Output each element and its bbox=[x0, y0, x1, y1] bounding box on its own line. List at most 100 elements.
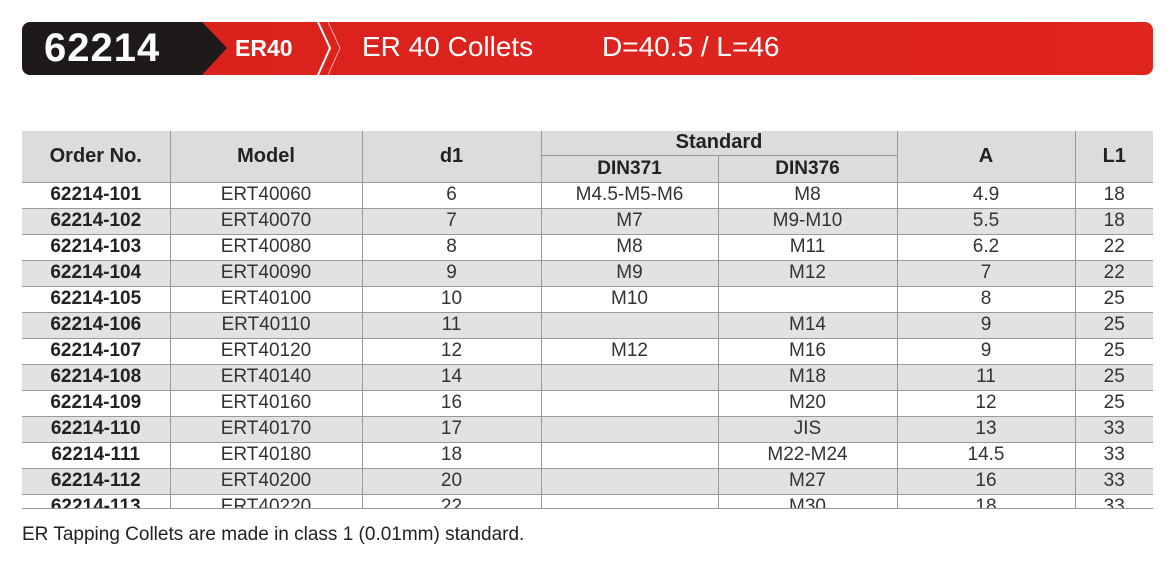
title-banner: 62214 ER40 ER 40 Collets D=40.5 / L=46 bbox=[22, 22, 1153, 75]
cell-l1: 33 bbox=[1074, 441, 1153, 468]
cell-model: ERT40100 bbox=[169, 285, 362, 312]
table-row: 62214-113 ERT40220 22 M30 18 33 bbox=[22, 493, 1153, 508]
cell-l1: 33 bbox=[1074, 493, 1153, 508]
cell-order-no: 62214-108 bbox=[22, 363, 170, 390]
col-standard: Standard bbox=[540, 131, 897, 155]
cell-din376: M9-M10 bbox=[717, 207, 897, 234]
col-model: Model bbox=[169, 131, 362, 182]
cell-model: ERT40110 bbox=[169, 311, 362, 338]
col-din371: DIN371 bbox=[540, 154, 718, 182]
dimensions: D=40.5 / L=46 bbox=[602, 31, 780, 62]
table-row: 62214-111 ERT40180 18 M22-M24 14.5 33 bbox=[22, 441, 1153, 468]
table-row: 62214-101 ERT40060 6 M4.5-M5-M6 M8 4.9 18 bbox=[22, 181, 1153, 208]
series-label: ER40 bbox=[235, 35, 293, 61]
cell-l1: 33 bbox=[1074, 415, 1153, 442]
cell-d1: 20 bbox=[361, 467, 541, 494]
cell-din371: M4.5-M5-M6 bbox=[540, 181, 718, 208]
cell-model: ERT40160 bbox=[169, 389, 362, 416]
cell-din371 bbox=[540, 311, 718, 338]
cell-d1: 22 bbox=[361, 493, 541, 508]
cell-din371: M9 bbox=[540, 259, 718, 286]
cell-a: 6.2 bbox=[896, 233, 1075, 260]
cell-din376: M18 bbox=[717, 363, 897, 390]
cell-din376: M20 bbox=[717, 389, 897, 416]
cell-din371 bbox=[540, 441, 718, 468]
table-row: 62214-107 ERT40120 12 M12 M16 9 25 bbox=[22, 337, 1153, 364]
cell-d1: 14 bbox=[361, 363, 541, 390]
cell-order-no: 62214-106 bbox=[22, 311, 170, 338]
cell-din371 bbox=[540, 467, 718, 494]
cell-l1: 25 bbox=[1074, 337, 1153, 364]
cell-din371 bbox=[540, 389, 718, 416]
cell-d1: 18 bbox=[361, 441, 541, 468]
cell-d1: 9 bbox=[361, 259, 541, 286]
cell-l1: 18 bbox=[1074, 181, 1153, 208]
cell-order-no: 62214-103 bbox=[22, 233, 170, 260]
cell-din371 bbox=[540, 363, 718, 390]
table-row: 62214-110 ERT40170 17 JIS 13 33 bbox=[22, 415, 1153, 442]
cell-a: 8 bbox=[896, 285, 1075, 312]
footnote: ER Tapping Collets are made in class 1 (… bbox=[22, 524, 525, 545]
cell-l1: 22 bbox=[1074, 259, 1153, 286]
col-l1: L1 bbox=[1074, 131, 1153, 182]
table-row: 62214-108 ERT40140 14 M18 11 25 bbox=[22, 363, 1153, 390]
cell-din376: M22-M24 bbox=[717, 441, 897, 468]
cell-a: 9 bbox=[896, 337, 1075, 364]
cell-model: ERT40090 bbox=[169, 259, 362, 286]
cell-a: 5.5 bbox=[896, 207, 1075, 234]
cell-din376: M16 bbox=[717, 337, 897, 364]
divider bbox=[22, 508, 1153, 509]
cell-din371: M10 bbox=[540, 285, 718, 312]
cell-din376: M27 bbox=[717, 467, 897, 494]
cell-order-no: 62214-107 bbox=[22, 337, 170, 364]
cell-din376: M14 bbox=[717, 311, 897, 338]
product-code: 62214 bbox=[44, 26, 161, 70]
cell-a: 14.5 bbox=[896, 441, 1075, 468]
cell-model: ERT40220 bbox=[169, 493, 362, 508]
cell-order-no: 62214-113 bbox=[22, 493, 170, 508]
col-d1: d1 bbox=[361, 131, 541, 182]
cell-a: 4.9 bbox=[896, 181, 1075, 208]
cell-l1: 25 bbox=[1074, 285, 1153, 312]
table-row: 62214-106 ERT40110 11 M14 9 25 bbox=[22, 311, 1153, 338]
cell-a: 18 bbox=[896, 493, 1075, 508]
cell-din376: JIS bbox=[717, 415, 897, 442]
cell-l1: 22 bbox=[1074, 233, 1153, 260]
cell-l1: 25 bbox=[1074, 389, 1153, 416]
col-order: Order No. bbox=[22, 131, 170, 182]
cell-order-no: 62214-105 bbox=[22, 285, 170, 312]
cell-d1: 10 bbox=[361, 285, 541, 312]
cell-a: 13 bbox=[896, 415, 1075, 442]
cell-order-no: 62214-102 bbox=[22, 207, 170, 234]
cell-d1: 16 bbox=[361, 389, 541, 416]
cell-din371: M12 bbox=[540, 337, 718, 364]
cell-d1: 12 bbox=[361, 337, 541, 364]
table-row: 62214-112 ERT40200 20 M27 16 33 bbox=[22, 467, 1153, 494]
cell-model: ERT40070 bbox=[169, 207, 362, 234]
cell-din371 bbox=[540, 415, 718, 442]
cell-l1: 25 bbox=[1074, 363, 1153, 390]
cell-model: ERT40140 bbox=[169, 363, 362, 390]
cell-din371: M8 bbox=[540, 233, 718, 260]
table-row: 62214-102 ERT40070 7 M7 M9-M10 5.5 18 bbox=[22, 207, 1153, 234]
cell-din376: M8 bbox=[717, 181, 897, 208]
cell-model: ERT40170 bbox=[169, 415, 362, 442]
chevron-icon bbox=[317, 22, 341, 75]
cell-order-no: 62214-109 bbox=[22, 389, 170, 416]
cell-din376: M12 bbox=[717, 259, 897, 286]
cell-din376 bbox=[717, 285, 897, 312]
cell-order-no: 62214-104 bbox=[22, 259, 170, 286]
cell-order-no: 62214-112 bbox=[22, 467, 170, 494]
cell-l1: 25 bbox=[1074, 311, 1153, 338]
table-row: 62214-105 ERT40100 10 M10 8 25 bbox=[22, 285, 1153, 312]
cell-d1: 6 bbox=[361, 181, 541, 208]
cell-order-no: 62214-111 bbox=[22, 441, 170, 468]
cell-model: ERT40200 bbox=[169, 467, 362, 494]
cell-a: 7 bbox=[896, 259, 1075, 286]
cell-d1: 11 bbox=[361, 311, 541, 338]
cell-a: 9 bbox=[896, 311, 1075, 338]
table-row: 62214-103 ERT40080 8 M8 M11 6.2 22 bbox=[22, 233, 1153, 260]
cell-a: 16 bbox=[896, 467, 1075, 494]
cell-din376: M11 bbox=[717, 233, 897, 260]
cell-din376: M30 bbox=[717, 493, 897, 508]
